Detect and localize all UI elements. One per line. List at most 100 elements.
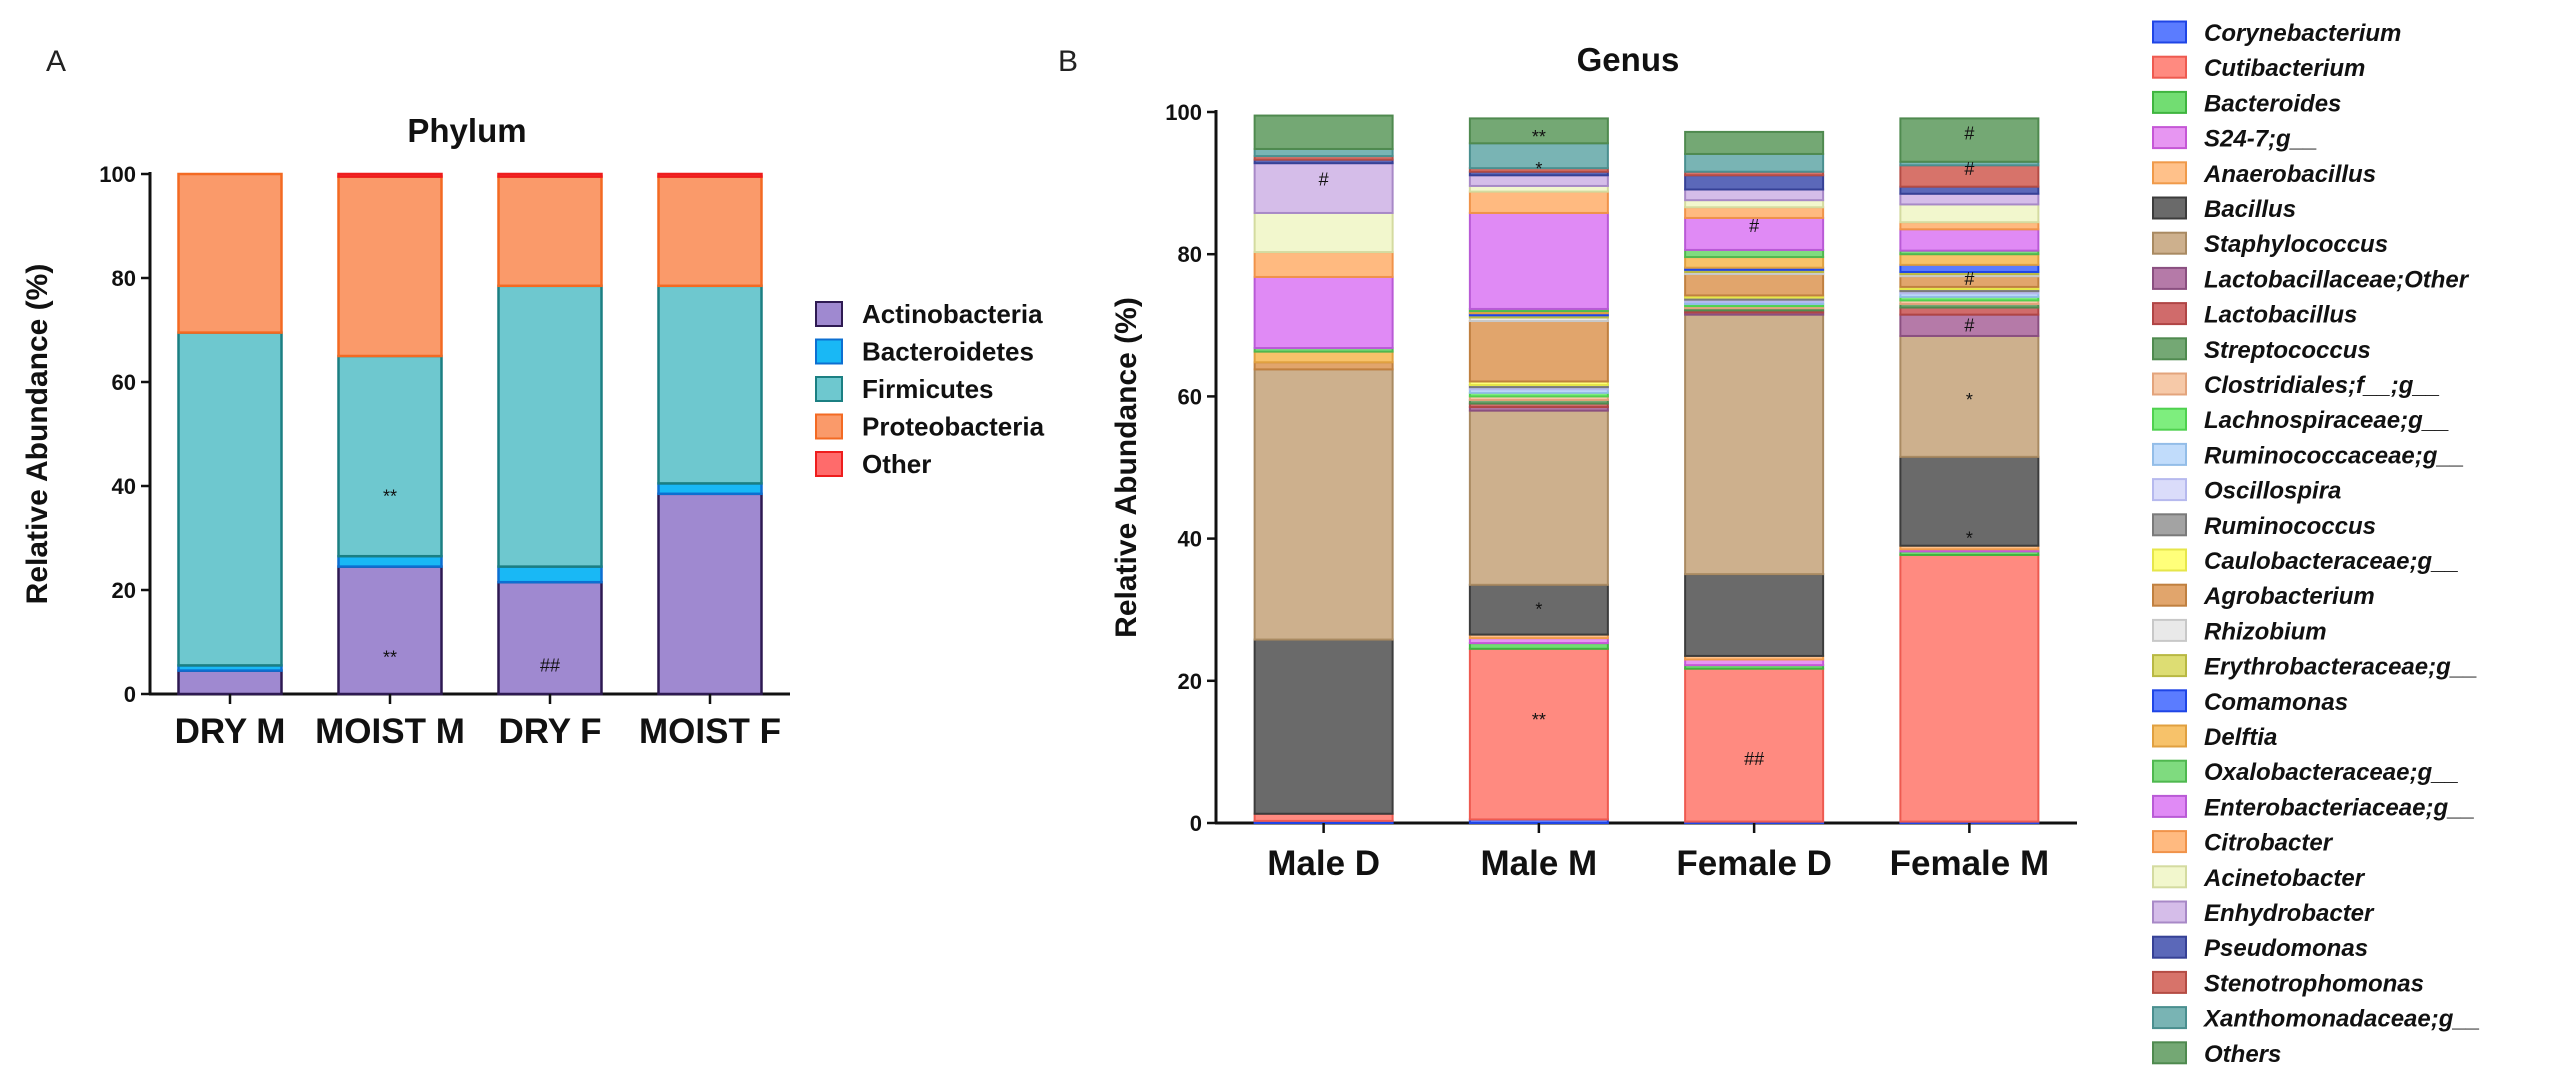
chart-title: Phylum — [407, 112, 526, 149]
legend-swatch-pseudomonas — [2152, 935, 2187, 959]
legend-swatch-rhizobium — [2152, 618, 2187, 642]
legend-label-oscillospira: Oscillospira — [2204, 478, 2341, 505]
bar-segment-proteobacteria-moist-f — [657, 175, 763, 288]
legend-label-lactobacillaceae-other: Lactobacillaceae;Other — [2204, 266, 2470, 293]
bar-segment-actinobacteria-dry-m — [177, 669, 283, 696]
legend-swatch-cutibacterium — [2152, 55, 2187, 79]
bar-segment-actinobacteria-dry-f — [497, 580, 603, 696]
y-tick-label: 80 — [112, 266, 136, 291]
legend-label-bacteroidetes: Bacteroidetes — [862, 337, 1034, 367]
bar-segment-cutibacterium-female-m — [1899, 553, 2040, 823]
significance-mark: * — [1535, 159, 1542, 179]
legend-swatch-corynebacterium — [2152, 20, 2187, 44]
bar-segment-firmicutes-dry-f — [497, 284, 603, 568]
legend-swatch-stenotrophomonas — [2152, 970, 2187, 994]
bar-segment-other-moist-m — [337, 172, 443, 178]
bar-segment-proteobacteria-moist-m — [337, 175, 443, 358]
x-tick-label-female-m: Female M — [1890, 844, 2050, 883]
bar-segment-staphylococcus-male-d — [1253, 368, 1394, 641]
bar-segment-firmicutes-moist-f — [657, 284, 763, 485]
y-tick-label: 100 — [1165, 100, 1202, 125]
legend-swatch-other — [815, 451, 843, 477]
y-tick-label: 0 — [1190, 811, 1202, 836]
x-tick-label-male-m: Male M — [1481, 844, 1598, 883]
significance-mark: ## — [540, 655, 560, 675]
y-tick-label: 60 — [1178, 384, 1202, 409]
legend-swatch-firmicutes — [815, 376, 843, 402]
significance-mark: # — [1749, 216, 1759, 236]
significance-mark: ** — [1532, 710, 1546, 730]
bar-segment-proteobacteria-dry-m — [177, 172, 283, 334]
y-tick-label: 40 — [112, 474, 136, 499]
legend-label-bacillus: Bacillus — [2204, 196, 2296, 223]
bar-segment-others-male-m — [1468, 117, 1609, 145]
legend-label-xanthomonadaceae-g: Xanthomonadaceae;g__ — [2202, 1006, 2480, 1033]
x-tick-label-dry-f: DRY F — [498, 712, 601, 751]
bar-segment-lactobacillus-female-m — [1899, 306, 2040, 316]
legend-swatch-oxalobacteraceae-g — [2152, 759, 2187, 783]
legend-swatch-bacteroidetes — [815, 338, 843, 365]
bar-segment-others-male-d — [1253, 114, 1394, 150]
bar-segment-cutibacterium-male-d — [1253, 812, 1394, 822]
bar-segment-proteobacteria-dry-f — [497, 175, 603, 288]
legend-label-s24-7-g: S24-7;g__ — [2204, 126, 2317, 153]
y-axis-label: Relative Abundance (%) — [21, 264, 54, 605]
legend-swatch-lachnospiraceae-g — [2152, 407, 2187, 431]
legend-label-staphylococcus: Staphylococcus — [2204, 231, 2388, 258]
y-axis-label: Relative Abundance (%) — [1110, 297, 1143, 638]
significance-mark: ** — [1532, 127, 1546, 147]
legend-swatch-bacillus — [2152, 196, 2187, 220]
significance-mark: # — [1964, 159, 1974, 179]
bar-segment-delftia-male-d — [1253, 350, 1394, 364]
legend-label-comamonas: Comamonas — [2204, 689, 2348, 716]
legend-swatch-acinetobacter — [2152, 865, 2187, 889]
panel-b-label: B — [1058, 45, 1078, 78]
y-tick-label: 0 — [124, 682, 136, 707]
legend-label-acinetobacter: Acinetobacter — [2203, 865, 2366, 892]
legend-label-oxalobacteraceae-g: Oxalobacteraceae;g__ — [2204, 759, 2459, 786]
bar-segment-bacteroidetes-dry-f — [497, 565, 603, 584]
legend-swatch-xanthomonadaceae-g — [2152, 1006, 2187, 1030]
bar-segment-bacteroidetes-moist-m — [337, 554, 443, 568]
significance-mark: * — [1966, 529, 1973, 549]
bar-segment-acinetobacter-female-d — [1684, 199, 1825, 209]
significance-mark: ## — [1744, 749, 1764, 769]
significance-mark: ** — [383, 486, 397, 506]
x-tick-label-male-d: Male D — [1267, 844, 1380, 883]
bar-segment-cutibacterium-male-m — [1468, 647, 1609, 821]
bar-segment-staphylococcus-female-d — [1684, 313, 1825, 576]
bar-segment-delftia-female-m — [1899, 253, 2040, 266]
legend-label-enhydrobacter: Enhydrobacter — [2204, 900, 2375, 927]
bar-segment-other-moist-f — [657, 172, 763, 178]
legend-swatch-s24-7-g — [2152, 126, 2187, 150]
bar-segment-delftia-female-d — [1684, 256, 1825, 269]
bar-segment-agrobacterium-female-d — [1684, 273, 1825, 297]
bar-segment-firmicutes-dry-m — [177, 331, 283, 667]
legend-swatch-others — [2152, 1041, 2187, 1065]
legend-label-other: Other — [862, 449, 931, 479]
legend-label-proteobacteria: Proteobacteria — [862, 412, 1045, 442]
legend-label-anaerobacillus: Anaerobacillus — [2203, 161, 2376, 188]
bar-segment-cutibacterium-female-d — [1684, 667, 1825, 823]
bar-segment-bacillus-male-m — [1468, 583, 1609, 636]
legend-swatch-actinobacteria — [815, 301, 843, 327]
bar-segment-staphylococcus-male-m — [1468, 409, 1609, 586]
significance-mark: # — [1964, 123, 1974, 143]
legend-label-citrobacter: Citrobacter — [2204, 830, 2334, 857]
bar-segment-pseudomonas-female-m — [1899, 185, 2040, 195]
legend-label-pseudomonas: Pseudomonas — [2204, 935, 2368, 962]
bar-segment-other-dry-f — [497, 172, 603, 178]
legend-label-firmicutes: Firmicutes — [862, 374, 994, 404]
legend-swatch-streptococcus — [2152, 337, 2187, 361]
bar-segment-agrobacterium-male-d — [1253, 361, 1394, 371]
significance-mark: # — [1319, 170, 1329, 190]
y-tick-label: 20 — [112, 578, 136, 603]
legend-swatch-clostridiales-f-g — [2152, 372, 2187, 396]
bar-segment-enhydrobacter-female-d — [1684, 188, 1825, 202]
legend-label-rhizobium: Rhizobium — [2204, 618, 2327, 645]
phylum-chart: Phylum Relative Abundance (%) 0 20 40 60 80 100… — [21, 112, 1045, 751]
legend-swatch-bacteroides — [2152, 90, 2187, 114]
y-tick-label: 100 — [99, 162, 136, 187]
legend-swatch-ruminococcus — [2152, 513, 2187, 537]
legend-label-actinobacteria: Actinobacteria — [862, 299, 1043, 329]
